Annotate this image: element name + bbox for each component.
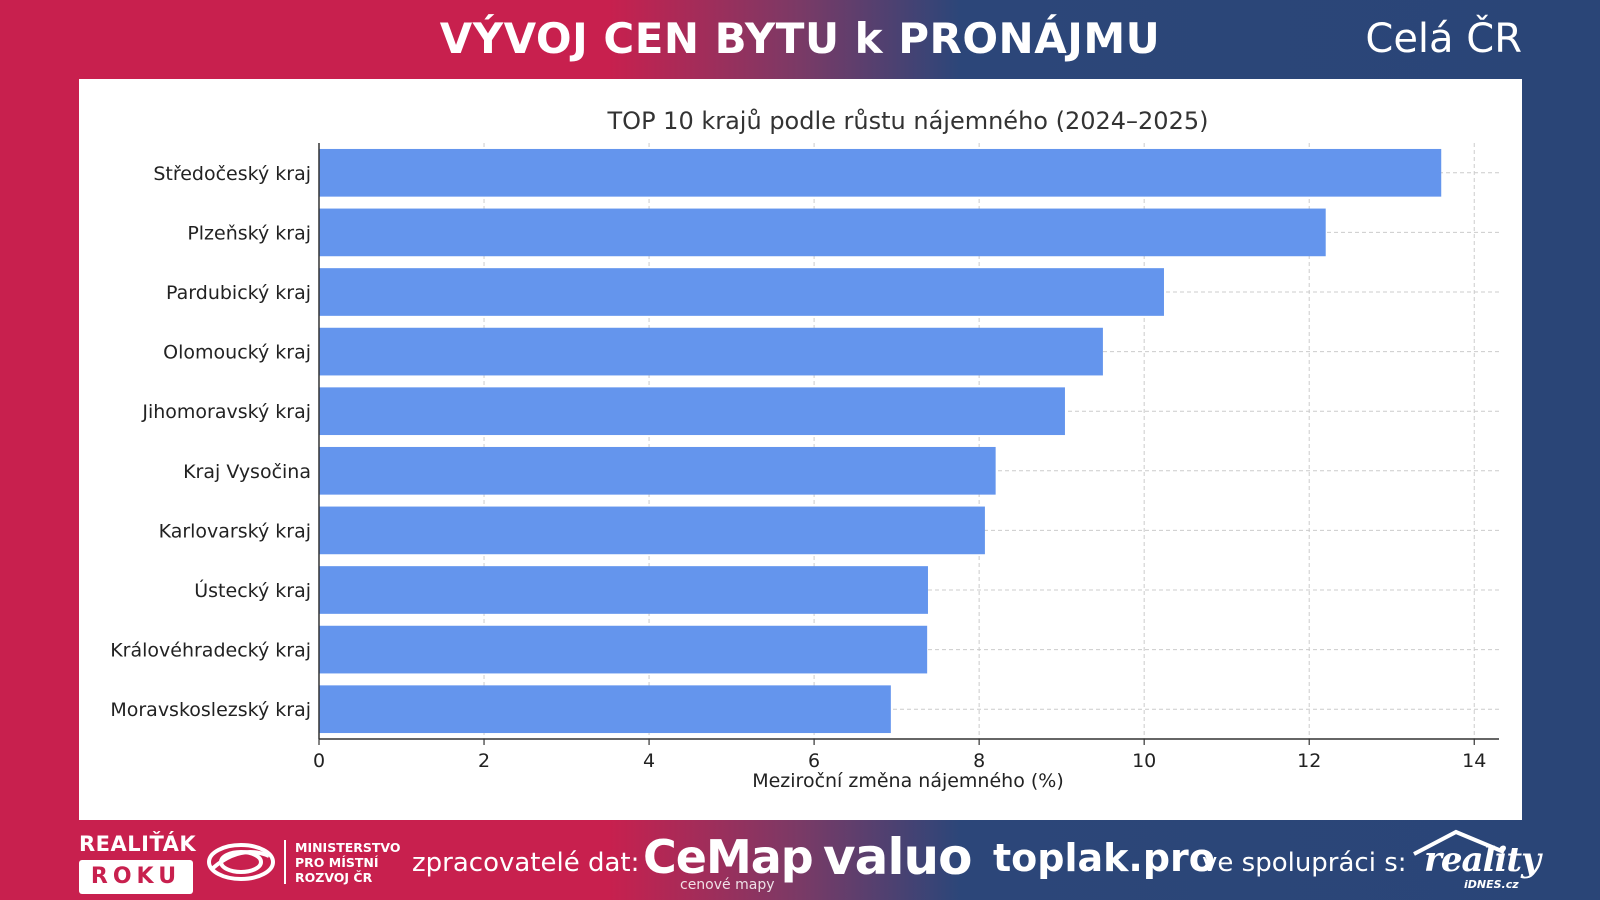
- bar-chart: TOP 10 krajů podle růstu nájemného (2024…: [110, 107, 1499, 792]
- x-tick-label: 6: [808, 750, 820, 772]
- bar: [319, 387, 1065, 436]
- x-tick-label: 0: [313, 750, 325, 772]
- x-tick-label: 14: [1462, 750, 1486, 772]
- reality-logo: reality: [1424, 840, 1541, 880]
- idnes-logo: iDNES.cz: [1464, 878, 1519, 891]
- category-label: Středočeský kraj: [153, 163, 311, 185]
- processors-label: zpracovatelé dat:: [412, 848, 640, 878]
- x-tick-label: 8: [973, 750, 985, 772]
- category-label: Plzeňský kraj: [187, 222, 311, 244]
- category-label: Kraj Vysočina: [183, 461, 311, 483]
- ministry-line-2: PRO MÍSTNÍ: [295, 855, 379, 870]
- region-label: Celá ČR: [1365, 16, 1522, 62]
- cooperation-label: ve spolupráci s:: [1202, 848, 1407, 878]
- category-label: Ústecký kraj: [194, 578, 311, 602]
- ministry-line-1: MINISTERSTVO: [295, 840, 401, 855]
- x-tick-label: 4: [643, 750, 655, 772]
- category-label: Karlovarský kraj: [159, 520, 311, 542]
- bar: [319, 685, 891, 734]
- bar: [319, 506, 985, 555]
- page-title: VÝVOJ CEN BYTU k PRONÁJMU: [439, 14, 1161, 63]
- cemap-subtitle: cenové mapy: [680, 877, 775, 893]
- ministry-divider: [284, 840, 286, 884]
- x-tick-label: 12: [1297, 750, 1321, 772]
- chart-panel: TOP 10 krajů podle růstu nájemného (2024…: [79, 79, 1522, 820]
- award-title: REALIŤÁK: [79, 832, 197, 856]
- cemap-logo: CeMap: [643, 830, 814, 884]
- x-tick-label: 10: [1132, 750, 1156, 772]
- bar: [319, 566, 928, 614]
- bar: [319, 148, 1442, 197]
- valuo-logo: valuo: [823, 828, 972, 886]
- bar: [319, 327, 1103, 376]
- toplak-logo: toplak.pro: [993, 836, 1215, 880]
- bars-layer: [319, 148, 1442, 734]
- category-label: Olomoucký kraj: [163, 342, 311, 364]
- bar: [319, 208, 1326, 257]
- award-subtitle: ROKU: [79, 860, 193, 894]
- category-label: Královéhradecký kraj: [110, 640, 311, 662]
- ministry-line-3: ROZVOJ ČR: [295, 870, 373, 885]
- bar: [319, 625, 928, 674]
- x-axis-label: Meziroční změna nájemného (%): [752, 770, 1064, 792]
- reality-house-icon: [1413, 829, 1505, 856]
- chart-title: TOP 10 krajů podle růstu nájemného (2024…: [607, 107, 1209, 135]
- bar: [319, 446, 996, 495]
- axes-layer: [318, 143, 1499, 745]
- x-tick-label: 2: [478, 750, 490, 772]
- labels-layer: Středočeský kraj Plzeňský kraj Pardubický …: [110, 163, 1486, 772]
- category-label: Pardubický kraj: [166, 282, 311, 304]
- ministry-logo-icon: [207, 843, 275, 881]
- category-label: Jihomoravský kraj: [141, 401, 311, 423]
- ministry-logo-text: MINISTERSTVO PRO MÍSTNÍ ROZVOJ ČR: [295, 840, 401, 885]
- footer: REALIŤÁK ROKU MINISTERSTVO PRO MÍSTNÍ RO…: [0, 820, 1600, 900]
- bar: [319, 268, 1164, 316]
- category-label: Moravskoslezský kraj: [110, 699, 311, 721]
